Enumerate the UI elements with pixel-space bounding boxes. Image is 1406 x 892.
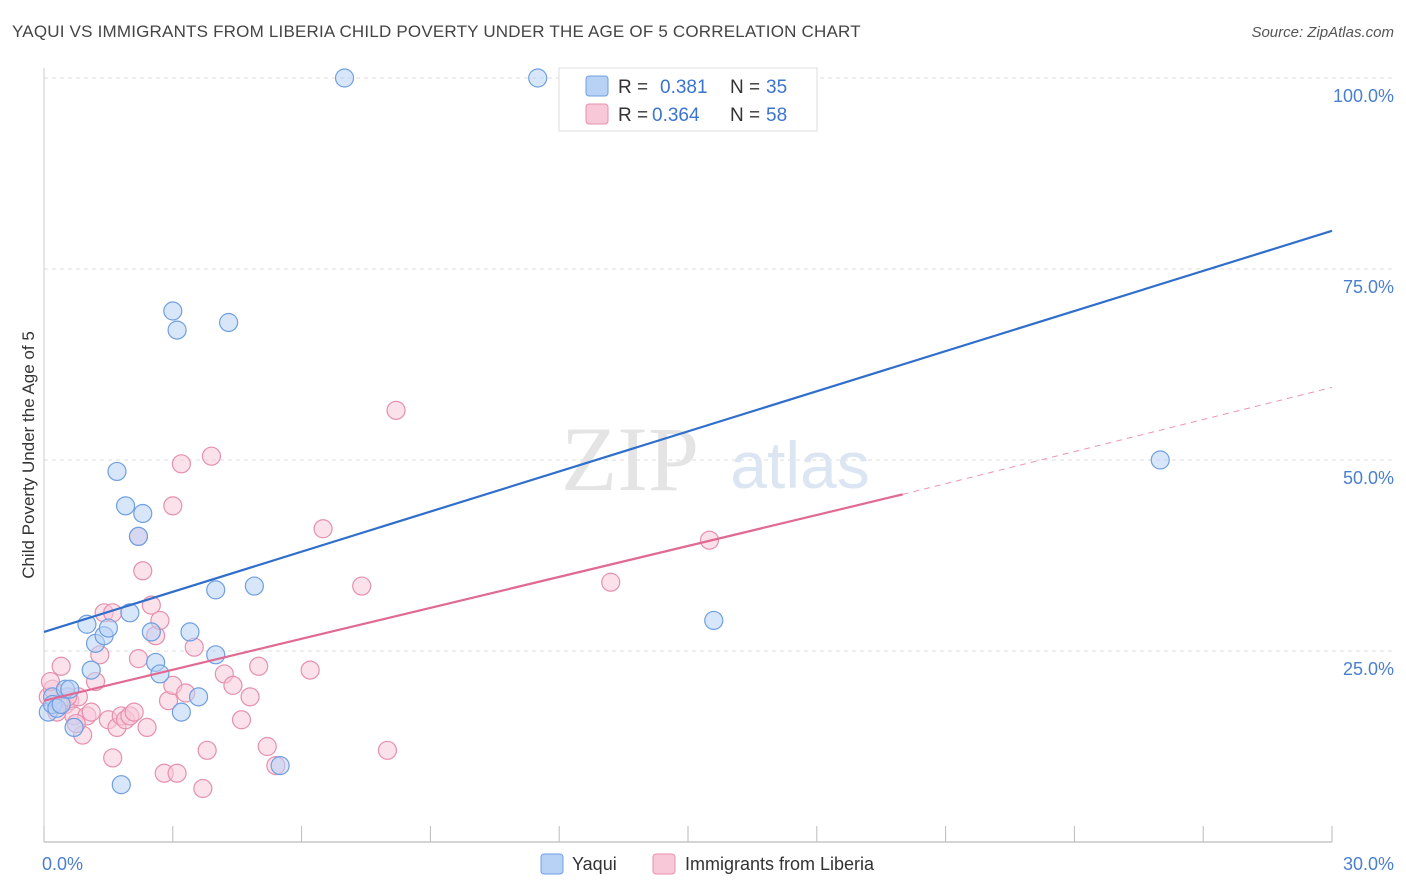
liberia-trend-line [43,493,903,702]
gridlines [44,77,1392,652]
yaqui-points [38,68,1170,795]
liberia-point [352,576,372,596]
liberia-point [103,748,123,768]
legend-r-value-liberia: 0.364 [652,105,700,126]
liberia-point [51,656,71,676]
yaqui-point [111,775,131,795]
yaqui-point [64,717,84,738]
yaqui-point [334,68,355,88]
legend-n-value-liberia: 58 [766,105,787,126]
yaqui-point [528,68,548,88]
bottom-legend-label-yaqui: Yaqui [572,854,617,874]
yaqui-point [115,496,136,516]
bottom-legend-label-liberia: Immigrants from Liberia [685,854,875,874]
legend-n-value-yaqui: 35 [766,77,787,98]
liberia-point [257,736,277,757]
legend-r-value-yaqui: 0.381 [660,77,708,98]
bottom-legend-swatch-yaqui [540,853,564,875]
yaqui-point [206,580,226,600]
yaqui-point [107,461,127,482]
liberia-point [223,675,243,695]
yaqui-point [133,503,153,524]
liberia-point [249,656,269,676]
liberia-point [133,561,153,581]
legend-n-label-liberia: N = [730,105,760,126]
liberia-point [171,454,191,474]
bottom-legend-swatch-liberia [652,853,676,875]
yaqui-point [128,526,149,547]
bottom-legend: Yaqui Immigrants from Liberia [540,853,875,875]
yaqui-point [188,687,209,707]
yaqui-point [81,660,101,680]
liberia-point [128,649,149,669]
yaqui-point [1150,450,1170,470]
legend-n-label-yaqui: N = [730,77,760,98]
y-tick-label: 75.0% [1343,277,1394,297]
legend-r-label-liberia: R = [618,105,648,126]
liberia-point [313,519,333,539]
liberia-point [240,687,260,707]
yaqui-point [219,312,239,333]
liberia-point [197,740,217,760]
liberia-point [167,763,187,783]
liberia-point [81,702,101,722]
x-tick-label-min: 0.0% [42,854,83,874]
liberia-point [201,446,222,466]
legend-swatch-yaqui [585,75,609,97]
chart-source: Source: ZipAtlas.com [1251,24,1394,41]
yaqui-point [270,755,290,776]
legend-r-label-yaqui: R = [618,77,648,98]
yaqui-trend-line [43,229,1333,633]
liberia-point [124,702,144,722]
yaqui-point [120,603,140,623]
yaqui-point [163,301,183,321]
x-ticks [43,826,1333,842]
y-tick-label: 25.0% [1343,659,1394,679]
yaqui-point [244,576,264,596]
liberia-point [377,740,398,760]
yaqui-point [180,622,200,642]
liberia-point [386,400,406,420]
yaqui-point [141,622,161,642]
y-tick-labels: 25.0% 50.0% 75.0% 100.0% [1333,86,1394,679]
liberia-point [601,572,621,592]
watermark-atlas: atlas [730,428,869,502]
yaqui-point [704,610,724,631]
liberia-point [193,778,213,799]
y-tick-label: 50.0% [1343,468,1394,488]
y-tick-label: 100.0% [1333,86,1394,106]
yaqui-point [167,320,187,340]
yaqui-point [171,702,191,722]
watermark-zip: ZIP [561,408,699,510]
yaqui-point [98,618,119,638]
liberia-point [163,496,183,516]
liberia-point [300,660,320,680]
liberia-trend-extension [902,386,1333,495]
y-axis-label: Child Poverty Under the Age of 5 [19,331,38,579]
legend: R = 0.381 N = 35 R = 0.364 N = 58 [558,67,818,132]
x-tick-label-max: 30.0% [1343,854,1394,874]
trend-lines [43,229,1333,702]
chart-title: YAQUI VS IMMIGRANTS FROM LIBERIA CHILD P… [12,22,861,41]
liberia-point [231,710,252,730]
watermark: ZIP atlas [561,408,870,510]
liberia-point [137,717,157,738]
legend-swatch-liberia [585,103,609,125]
